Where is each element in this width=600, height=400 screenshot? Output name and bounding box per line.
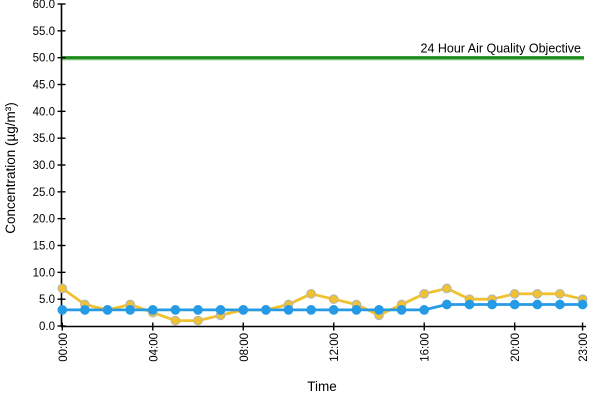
- series-2-blue-point: [441, 299, 452, 310]
- y-tick-label: 10.0: [33, 267, 55, 279]
- axis-labels: Concentration (µg/m³) Time: [3, 102, 337, 394]
- series-2-blue-point: [577, 299, 588, 310]
- series-1-gold-point: [532, 288, 543, 299]
- y-tick-label: 20.0: [33, 214, 55, 226]
- objective-line-group: 24 Hour Air Quality Objective: [61, 42, 584, 61]
- series-1-gold-point: [441, 283, 452, 294]
- x-tick-label: 08:00: [239, 333, 251, 362]
- series-1-gold-point: [328, 294, 339, 305]
- series-2-blue-point: [532, 299, 543, 310]
- y-tick-label: 5.0: [39, 294, 55, 306]
- y-axis-title: Concentration (µg/m³): [3, 102, 18, 234]
- y-tick-label: 50.0: [33, 53, 55, 65]
- series-2-blue-point: [261, 305, 271, 315]
- axes: 0.0 5.0 10.0 15.0 20.0 25.0 30.0 35.0 40.0 45.0 50…: [33, 0, 590, 362]
- series-2-blue-point: [509, 299, 520, 310]
- series-2-blue-point: [351, 305, 362, 315]
- y-tick-label: 35.0: [33, 133, 55, 145]
- x-tick-label: 04:00: [148, 333, 160, 362]
- series-2-blue-point: [396, 305, 407, 315]
- y-tick-label: 55.0: [33, 26, 55, 38]
- data-series: [57, 283, 588, 326]
- y-tick-label: 0.0: [39, 321, 55, 333]
- series-2-blue-point: [57, 305, 68, 315]
- x-axis-title: Time: [307, 379, 337, 394]
- series-2-blue-point: [555, 299, 565, 310]
- series-2-blue-point: [464, 299, 475, 310]
- series-2-blue-point: [419, 305, 430, 315]
- x-tick-label: 16:00: [420, 333, 432, 362]
- objective-label: 24 Hour Air Quality Objective: [421, 42, 582, 56]
- series-2-blue-point: [306, 305, 316, 315]
- series-2-blue-point: [487, 299, 497, 310]
- series-2-blue-point: [215, 305, 226, 315]
- y-tick-label: 60.0: [33, 0, 55, 11]
- x-tick-label: 00:00: [58, 333, 70, 362]
- series-2-blue-point: [193, 305, 203, 315]
- series-1-gold-point: [509, 288, 520, 299]
- x-tick-label: 23:00: [578, 333, 590, 362]
- series-1-gold-point: [57, 283, 68, 294]
- series-2-blue-point: [125, 305, 136, 315]
- y-tick-label: 45.0: [33, 79, 55, 91]
- series-2-blue-point: [147, 305, 158, 315]
- series-1-gold-point: [193, 315, 203, 326]
- series-2-blue-point: [238, 305, 249, 315]
- series-2-blue-point: [283, 305, 294, 315]
- y-tick-label: 25.0: [33, 187, 55, 199]
- series-2-blue-point: [102, 305, 113, 315]
- y-tick-label: 15.0: [33, 240, 55, 252]
- x-tick-label: 20:00: [510, 333, 522, 362]
- series-2-blue-point: [80, 305, 90, 315]
- series-1-gold-point: [555, 288, 565, 299]
- y-tick-label: 40.0: [33, 106, 55, 118]
- series-2-blue-point: [170, 305, 181, 315]
- series-1-gold-point: [170, 315, 181, 326]
- y-tick-label: 30.0: [33, 160, 55, 172]
- x-tick-label: 12:00: [329, 333, 341, 362]
- series-2-blue-point: [328, 305, 339, 315]
- series-2-blue-point: [374, 305, 384, 315]
- series-1-gold-point: [419, 288, 430, 299]
- series-1-gold-point: [306, 288, 316, 299]
